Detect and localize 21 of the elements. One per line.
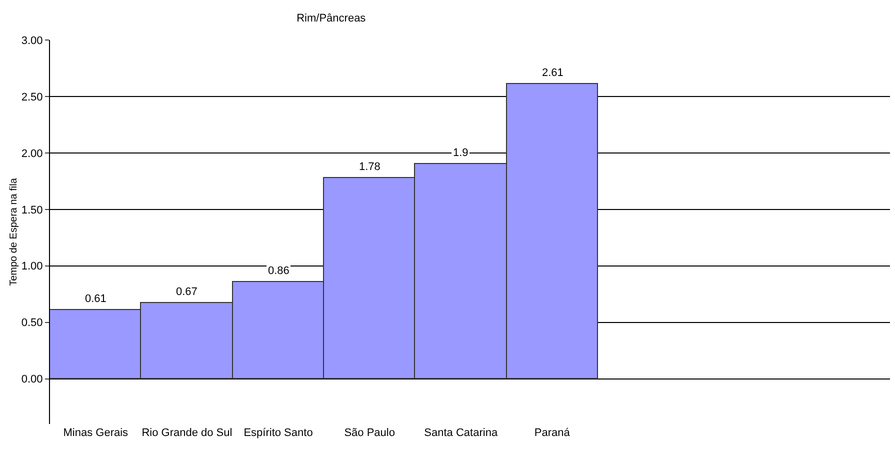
y-tick-label: 0.50	[21, 317, 43, 330]
x-tick-label: Paraná	[534, 427, 571, 439]
data-label: 0.61	[85, 293, 106, 305]
x-tick-label: Santa Catarina	[424, 427, 498, 439]
y-tick-label: 3.00	[21, 34, 43, 47]
y-tick-label: 2.50	[21, 91, 43, 104]
y-tick-label: 1.50	[21, 204, 43, 216]
x-tick-label: Minas Gerais	[63, 427, 129, 439]
x-tick-label: São Paulo	[344, 427, 395, 439]
y-tick-label: 2.00	[21, 148, 43, 160]
data-label: 0.86	[268, 265, 290, 277]
data-label: 1.9	[453, 147, 468, 159]
data-label: 0.67	[176, 286, 198, 298]
y-tick-label: 1.00	[21, 260, 43, 273]
y-tick-label: 0.00	[21, 374, 43, 386]
data-label: 1.78	[359, 161, 380, 173]
x-tick-label: Rio Grande do Sul	[142, 427, 232, 439]
y-axis-title: Tempo de Espera na fila	[8, 178, 20, 286]
data-label: 2.61	[542, 67, 564, 79]
chart-title: Rim/Pâncreas	[296, 12, 366, 25]
x-tick-label: Espírito Santo	[244, 427, 313, 439]
